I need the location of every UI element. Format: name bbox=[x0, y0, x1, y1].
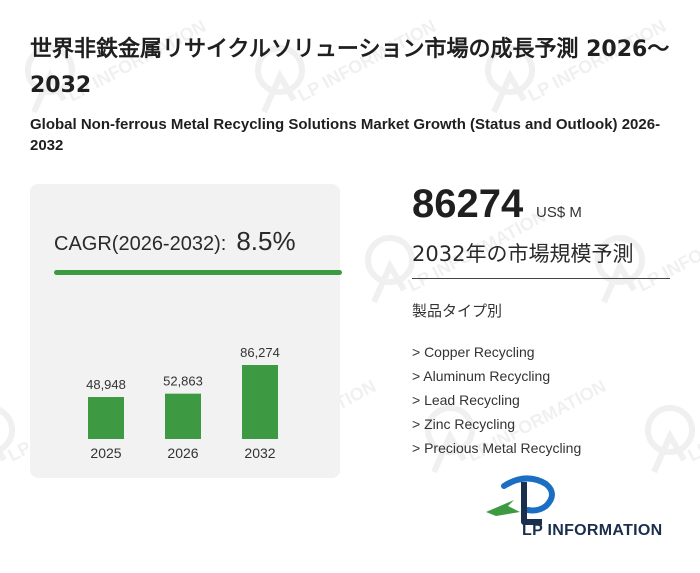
page-title: 世界非鉄金属リサイクルソリューション市場の成長予測 2026～2032 bbox=[30, 37, 670, 98]
brand-logo-mark-icon bbox=[486, 475, 555, 525]
chart-card: CAGR(2026-2032): 8.5% 48,948 2025 52,863 202… bbox=[30, 184, 342, 478]
segment-heading: 製品タイプ別 bbox=[412, 302, 503, 320]
cagr-readout: CAGR(2026-2032): 8.5% bbox=[54, 226, 296, 257]
cagr-value: 8.5% bbox=[236, 226, 296, 256]
bar-chart: 48,948 2025 52,863 2026 86,274 2032 bbox=[86, 345, 280, 461]
brand-logo-text: LP INFORMATION bbox=[522, 522, 663, 539]
bar bbox=[165, 393, 201, 439]
segment-item: > Aluminum Recycling bbox=[412, 368, 551, 384]
category-label: 2025 bbox=[90, 445, 121, 461]
bar-value-label: 48,948 bbox=[86, 377, 126, 392]
watermark-text: LP INFORMATION bbox=[634, 206, 700, 296]
segment-item: > Lead Recycling bbox=[412, 392, 520, 408]
segment-item: > Copper Recycling bbox=[412, 344, 535, 360]
bar bbox=[242, 365, 278, 439]
bar-value-label: 86,274 bbox=[240, 345, 280, 360]
segment-item: > Precious Metal Recycling bbox=[412, 440, 582, 456]
category-label: 2032 bbox=[244, 445, 275, 461]
category-label: 2026 bbox=[167, 445, 198, 461]
brand-logo: LP INFORMATION bbox=[484, 472, 674, 542]
forecast-unit: US$ M bbox=[536, 204, 582, 221]
forecast-value: 86274 bbox=[412, 182, 524, 226]
cagr-underline bbox=[54, 270, 342, 275]
segment-item: > Zinc Recycling bbox=[412, 416, 516, 432]
cagr-label: CAGR(2026-2032): bbox=[54, 233, 227, 255]
watermark-mark: LP INFORMATION bbox=[645, 376, 700, 474]
forecast-caption: 2032年の市場規模予測 bbox=[412, 242, 634, 266]
bar bbox=[88, 397, 124, 439]
page-subtitle: Global Non-ferrous Metal Recycling Solut… bbox=[30, 116, 661, 154]
divider bbox=[412, 278, 670, 279]
segment-list: > Copper Recycling > Aluminum Recycling … bbox=[412, 342, 581, 462]
watermark-text: LP INFORMATION bbox=[684, 376, 700, 466]
bar-value-label: 52,863 bbox=[163, 374, 203, 389]
